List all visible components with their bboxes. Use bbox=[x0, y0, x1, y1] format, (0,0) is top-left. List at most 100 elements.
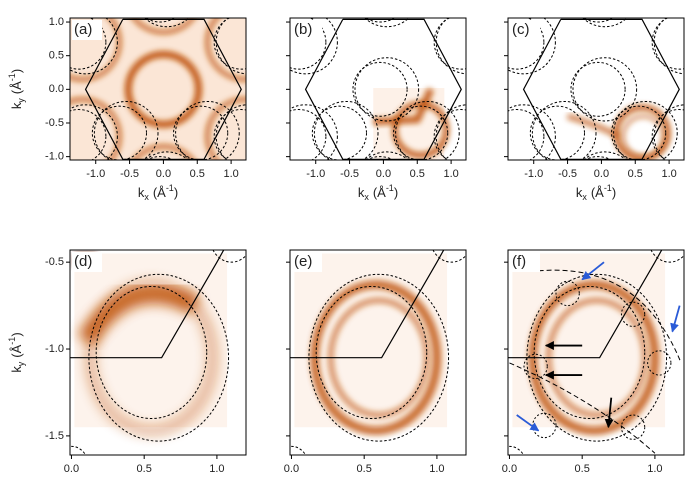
dashed-contour bbox=[508, 104, 556, 160]
x-tick-label: -1.0 bbox=[524, 168, 543, 180]
axis-label-part: (Å bbox=[373, 185, 386, 200]
x-tick-label: 0.0 bbox=[284, 463, 299, 475]
arrow bbox=[604, 397, 614, 429]
axis-label-part: -1 bbox=[166, 183, 174, 193]
dashed-contour bbox=[364, 18, 396, 23]
x-tick-label: 0.0 bbox=[156, 168, 171, 180]
x-tick-label: 0.0 bbox=[594, 168, 609, 180]
dashed-contour bbox=[582, 151, 627, 160]
dashed-contour bbox=[70, 109, 107, 160]
x-tick-label: -0.5 bbox=[120, 168, 139, 180]
intensity bbox=[70, 96, 122, 160]
y-tick-label: 0.0 bbox=[49, 83, 64, 95]
axis-label-part: k bbox=[9, 366, 24, 373]
axis-label-part: -1 bbox=[604, 183, 612, 193]
dotted-contour bbox=[647, 350, 672, 376]
dashed-contour bbox=[364, 18, 410, 28]
dashed-contour bbox=[583, 156, 613, 160]
zone-boundary bbox=[304, 18, 462, 160]
plot bbox=[508, 18, 684, 160]
panel-label-bg bbox=[292, 20, 322, 40]
y-tick-label: -1.0 bbox=[45, 343, 64, 355]
arrow bbox=[516, 414, 540, 432]
axis-label-part: k bbox=[576, 185, 583, 200]
panel-label: (e) bbox=[294, 253, 312, 270]
y-tick-label: -0.5 bbox=[45, 117, 64, 129]
x-tick-label: 0.0 bbox=[502, 463, 517, 475]
x-tick-label: -0.5 bbox=[558, 168, 577, 180]
dashed-contour bbox=[313, 100, 379, 160]
axis-label-part: x bbox=[364, 192, 369, 202]
dashed-contour bbox=[352, 61, 408, 117]
axis-label-part: -1 bbox=[7, 337, 17, 345]
y-axis-label: ky (Å-1) bbox=[7, 332, 26, 372]
axis-label-part: ) bbox=[9, 69, 24, 73]
dotted-contour bbox=[555, 280, 580, 307]
dashed-contour bbox=[531, 100, 597, 160]
y-tick-label: 0.5 bbox=[49, 50, 64, 62]
x-axis-label: kx (Å-1) bbox=[576, 183, 616, 202]
dashed-contour bbox=[315, 285, 428, 420]
dashed-contour bbox=[395, 100, 460, 160]
axis-label-part: ) bbox=[394, 185, 398, 200]
axis-label-part: k bbox=[138, 185, 145, 200]
dotted-contour bbox=[620, 301, 646, 327]
zone-boundary bbox=[70, 250, 225, 359]
panel: (d)0.00.51.0-0.5-1.0-1.5kx(Å-1)ky(Å-1) bbox=[7, 249, 247, 479]
x-tick-label: 0.5 bbox=[628, 168, 643, 180]
dashed-contour bbox=[508, 18, 556, 75]
intensity bbox=[204, 96, 246, 160]
dotted-contour bbox=[523, 353, 548, 380]
axis-label-part: -1 bbox=[7, 73, 17, 81]
dashed-contour bbox=[175, 100, 240, 160]
y-axis-label: ky (Å-1) bbox=[7, 69, 26, 109]
panel: (f)0.00.51.0kx(Å-1) bbox=[502, 249, 685, 479]
dashed-contour bbox=[145, 156, 175, 160]
x-tick-label: 1.0 bbox=[209, 463, 224, 475]
axis-label-part: ) bbox=[174, 185, 178, 200]
dashed-contour bbox=[144, 151, 189, 160]
dashed-contour bbox=[70, 18, 118, 75]
panel-label: (a) bbox=[74, 21, 92, 38]
panel-label-bg bbox=[510, 252, 540, 272]
dashed-contour bbox=[613, 100, 678, 160]
axis-label-part: ) bbox=[9, 332, 24, 336]
x-tick-label: -1.0 bbox=[86, 168, 105, 180]
plot bbox=[290, 18, 466, 160]
dotted-contour bbox=[620, 414, 646, 440]
axis-label-part: (Å bbox=[591, 185, 604, 200]
intensity bbox=[124, 50, 203, 128]
x-axis-label: kx (Å-1) bbox=[138, 183, 178, 202]
panel-label: (f) bbox=[512, 253, 526, 270]
dashed-contour bbox=[651, 109, 684, 160]
dashed-contour bbox=[212, 250, 246, 263]
dashed-contour bbox=[213, 109, 246, 160]
intensity bbox=[204, 18, 246, 82]
axis-label-part: y bbox=[16, 361, 26, 366]
axis-label-part: y bbox=[16, 98, 26, 103]
panel-label: (c) bbox=[512, 21, 530, 38]
zone-boundary bbox=[508, 250, 663, 359]
dashed-contour bbox=[364, 151, 409, 160]
dashed-contour bbox=[144, 18, 176, 23]
panel: (b) -1.0 -0.5 0.0 0.5 1.0 kx (Å-1) bbox=[286, 17, 467, 202]
panel: (e)0.00.51.0kx(Å-1) bbox=[284, 249, 467, 479]
plot-frame bbox=[289, 249, 467, 456]
plot-frame bbox=[69, 249, 247, 456]
dashed-contour bbox=[70, 18, 107, 70]
plot bbox=[290, 250, 466, 455]
x-tick-label: 1.0 bbox=[661, 168, 676, 180]
axis-label-part: (Å bbox=[9, 344, 24, 357]
dashed-contour bbox=[70, 104, 118, 160]
x-axis-label: kx (Å-1) bbox=[358, 183, 398, 202]
dashed-contour bbox=[582, 18, 628, 28]
dashed-contour bbox=[653, 18, 684, 75]
dashed-contour bbox=[93, 100, 159, 160]
zone-boundary bbox=[84, 18, 242, 160]
x-tick-label: 1.0 bbox=[443, 168, 458, 180]
intensity bbox=[566, 113, 620, 140]
axis-label-part: k bbox=[9, 102, 24, 109]
axis-label-part: x bbox=[582, 192, 587, 202]
axis-label-part: -1 bbox=[386, 183, 394, 193]
plot-frame bbox=[507, 249, 685, 456]
